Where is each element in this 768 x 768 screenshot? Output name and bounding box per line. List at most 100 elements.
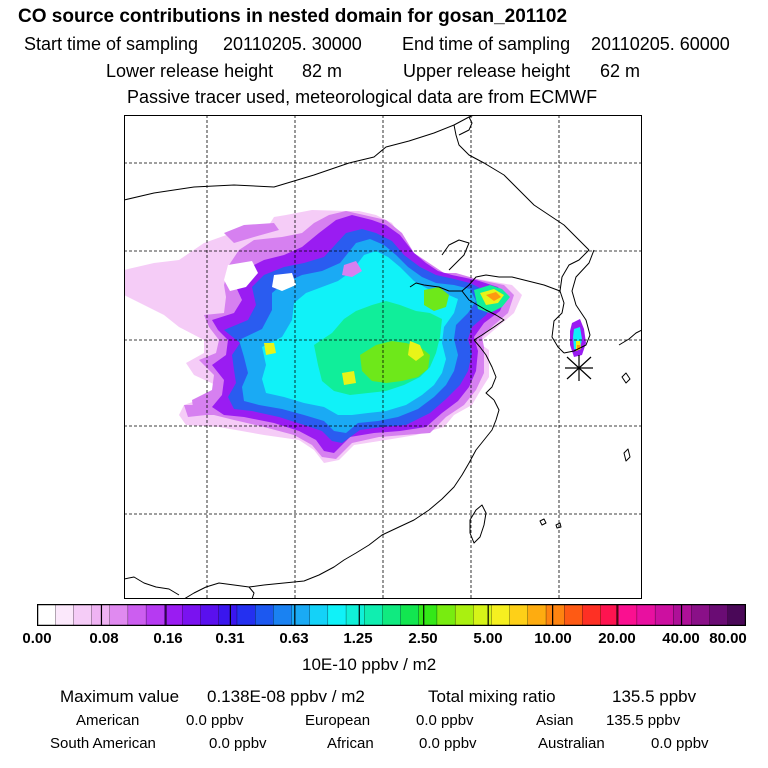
colorbar-tick: 5.00 — [473, 630, 503, 647]
plume-gap — [224, 261, 258, 291]
border-north — [124, 115, 475, 201]
colorbar-cell — [654, 604, 675, 626]
colorbar-cell — [73, 604, 93, 626]
colorbar-cell — [254, 604, 275, 626]
colorbar-cell — [454, 604, 475, 626]
colorbar-cell — [727, 604, 746, 626]
shandong-coast — [461, 290, 505, 341]
colorbar-cell — [200, 604, 220, 626]
coastlines — [124, 115, 642, 599]
total-mixing-value: 135.5 ppbv — [612, 687, 697, 706]
taiwan-coast — [469, 504, 487, 544]
colorbar-tick: 20.00 — [598, 630, 636, 647]
colorbar-cell — [564, 604, 584, 626]
start-time-value: 20110205. 30000 — [223, 34, 362, 54]
page-title: CO source contributions in nested domain… — [18, 6, 568, 27]
max-value-label: Maximum value — [60, 687, 180, 706]
colorbar-cell — [545, 604, 565, 626]
lat-lon-grid — [124, 115, 642, 599]
small-island — [555, 522, 562, 529]
korea-coast-west — [551, 249, 590, 354]
colorbar-cell — [345, 604, 365, 626]
colorbar-cell — [327, 604, 347, 626]
colorbar-tick: 0.00 — [22, 630, 52, 647]
plume-level-light — [184, 405, 206, 417]
colorbar-cells — [37, 604, 746, 626]
end-time-value: 20110205. 60000 — [591, 34, 730, 54]
source-value: 0.0 ppbv — [651, 735, 709, 752]
japan-island — [621, 372, 631, 384]
total-mixing-label: Total mixing ratio — [428, 687, 556, 706]
zhejiang-fujian-coast — [428, 399, 500, 511]
colorbar-tick: 1.25 — [343, 630, 373, 647]
colorbar-cell — [473, 604, 493, 626]
source-value: 135.5 ppbv — [606, 712, 681, 729]
concentration-plume — [124, 210, 586, 463]
colorbar-cell — [509, 604, 529, 626]
colorbar-cell — [164, 604, 184, 626]
tracer-note: Passive tracer used, meteorological data… — [127, 87, 598, 107]
colorbar-cell — [55, 604, 75, 626]
plume-level-yellow — [342, 371, 356, 385]
lower-release-value: 82 m — [302, 61, 343, 81]
source-value: 0.0 ppbv — [416, 712, 474, 729]
colorbar-tick: 10.00 — [534, 630, 572, 647]
colorbar-cell — [436, 604, 456, 626]
colorbar-cell — [145, 604, 166, 626]
source-name: Australian — [538, 735, 605, 752]
colorbar-tick: 0.63 — [279, 630, 309, 647]
colorbar-cell — [709, 604, 729, 626]
border-northeast — [458, 116, 473, 136]
bohai-coast — [441, 239, 470, 271]
plume-gap — [124, 311, 154, 329]
colorbar-cell — [400, 604, 420, 626]
colorbar-cell — [673, 604, 693, 626]
upper-release-value: 62 m — [600, 61, 641, 81]
colorbar-cell — [127, 604, 147, 626]
receptor-asterisk-icon — [565, 355, 593, 381]
map-panel — [124, 115, 642, 599]
colorbar-cell — [218, 604, 238, 626]
source-name: American — [76, 712, 140, 729]
lower-release-label: Lower release height — [106, 61, 274, 81]
plume-level-light — [224, 223, 279, 243]
colorbar — [37, 604, 746, 626]
japan-coast — [618, 329, 642, 346]
source-value: 0.0 ppbv — [419, 735, 477, 752]
upper-release-label: Upper release height — [403, 61, 571, 81]
colorbar-tick: 80.00 — [709, 630, 747, 647]
colorbar-cell — [636, 604, 656, 626]
colorbar-cell — [309, 604, 329, 626]
guangdong-coast — [263, 509, 430, 586]
source-value: 0.0 ppbv — [209, 735, 267, 752]
korea-coast-east — [563, 249, 595, 354]
hainan-coast — [248, 586, 255, 599]
colorbar-tick: 0.08 — [89, 630, 119, 647]
colorbar-tick: 2.50 — [408, 630, 438, 647]
plume-level-yellow — [408, 341, 424, 361]
colorbar-cell — [418, 604, 438, 626]
source-name: South American — [50, 735, 156, 752]
small-island — [539, 518, 547, 526]
colorbar-frame — [37, 604, 746, 626]
colorbar-tick: 0.31 — [215, 630, 245, 647]
liaodong-coast — [409, 274, 500, 292]
colorbar-cell — [364, 604, 384, 626]
end-time-label: End time of sampling — [402, 34, 571, 54]
colorbar-tick: 40.00 — [662, 630, 700, 647]
max-value: 0.138E-08 ppbv / m2 — [207, 687, 365, 706]
plume-level-light — [342, 261, 362, 277]
colorbar-cell — [527, 604, 547, 626]
colorbar-cell — [37, 604, 56, 626]
colorbar-unit: 10E-10 ppbv / m2 — [302, 655, 437, 674]
colorbar-tick: 0.16 — [153, 630, 183, 647]
colorbar-cell — [109, 604, 129, 626]
korea-border — [499, 276, 561, 292]
plume-level-orange — [486, 292, 501, 301]
colorbar-cell — [618, 604, 638, 626]
start-time-label: Start time of sampling — [24, 34, 199, 54]
plume-gap — [272, 273, 296, 291]
vietnam-border — [124, 576, 180, 596]
colorbar-cell — [582, 604, 602, 626]
colorbar-cell — [382, 604, 402, 626]
